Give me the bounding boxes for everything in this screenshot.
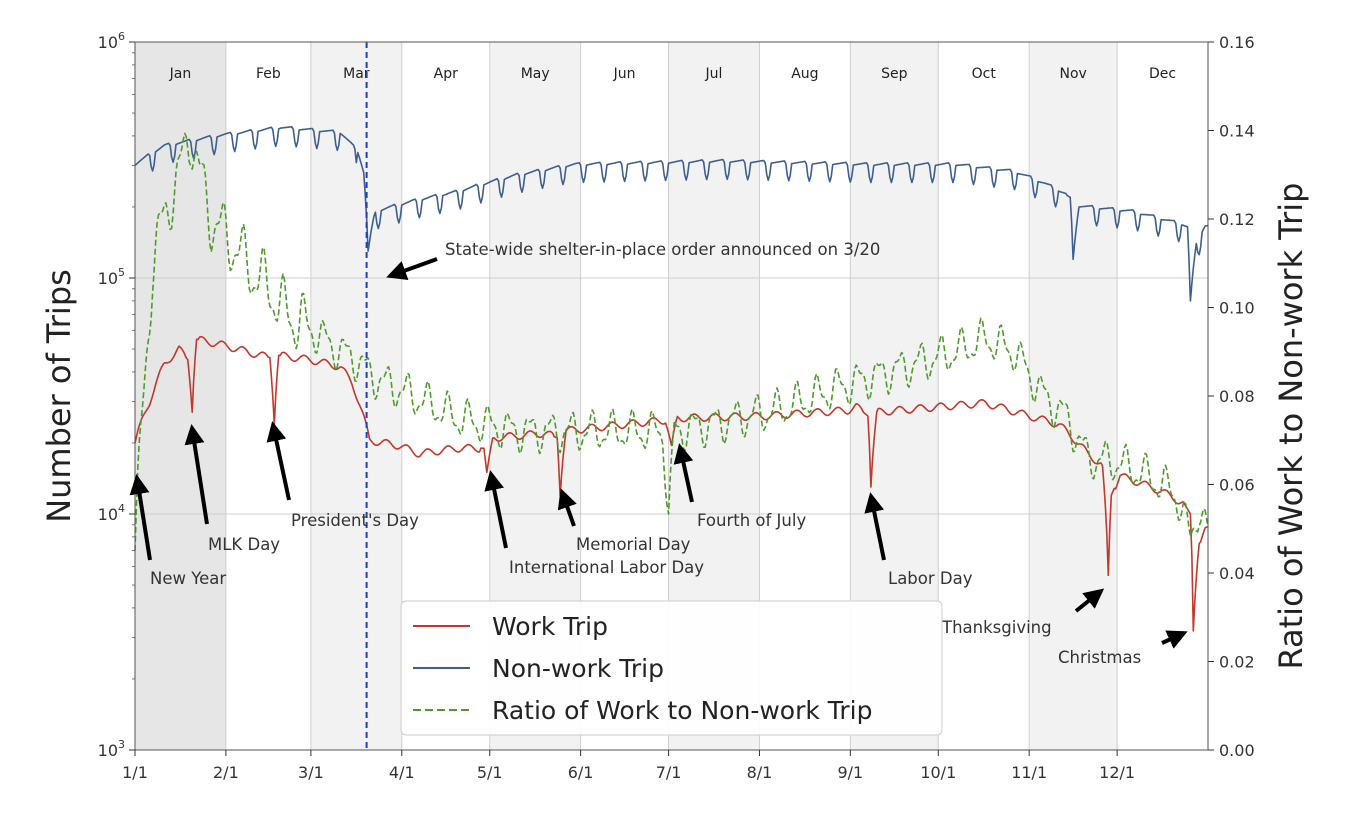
annotation-arrow-fourth-of-july: [673, 443, 694, 503]
y-left-tick-label: 103: [98, 738, 125, 760]
annotation-label-mlk-day: MLK Day: [208, 535, 280, 554]
x-tick-label: 4/1: [389, 763, 415, 782]
y-axis-right: 0.00 0.02 0.04 0.06 0.08 0.10 0.12 0.14 0.16: [1208, 33, 1255, 760]
annotation-label-memorial-day: Memorial Day: [576, 535, 691, 554]
annotation-arrow-christmas: [1161, 630, 1188, 649]
month-label-may: May: [521, 66, 550, 82]
y-axis-title-right: Ratio of Work to Non-work Trip: [1272, 183, 1310, 670]
y-axis-title-left: Number of Trips: [40, 269, 78, 523]
month-label-apr: Apr: [434, 66, 458, 82]
month-band-oct: [938, 42, 1030, 750]
x-tick-label: 3/1: [298, 763, 324, 782]
y-right-tick-label: 0.08: [1219, 387, 1255, 406]
y-left-tick-label: 106: [98, 30, 125, 52]
legend-box: [400, 600, 943, 736]
month-band-dec: [1117, 42, 1208, 750]
y-right-tick-label: 0.16: [1219, 33, 1255, 52]
month-label-dec: Dec: [1149, 66, 1176, 82]
annotation-arrow-president-s-day: [266, 421, 291, 501]
series-lines: [134, 126, 1209, 632]
y-right-tick-label: 0.02: [1219, 653, 1255, 672]
x-axis: 1/1 2/1 3/1 4/1 5/1 6/1 7/1 8/1 9/1 10/1 11/1 12/1: [122, 750, 1135, 782]
y-left-tick-label: 104: [98, 502, 125, 524]
x-tick-label: 11/1: [1011, 763, 1047, 782]
annotation-arrow-mlk-day: [184, 424, 209, 525]
y-right-tick-label: 0.14: [1219, 122, 1255, 141]
month-label-jun: Jun: [613, 66, 636, 82]
annotation-arrow-new-year: [129, 474, 152, 561]
annotation-label-international-labor-day: International Labor Day: [509, 558, 704, 577]
annotations: State-wide shelter-in-place order announ…: [129, 240, 1188, 667]
legend-label-ratio-of-work-to-non-work-trip: Ratio of Work to Non-work Trip: [492, 696, 872, 725]
annotation-label-president-s-day: President's Day: [291, 511, 419, 530]
month-band-feb: [225, 42, 311, 750]
annotation-label-new-year: New Year: [150, 569, 226, 588]
annotation-label-christmas: Christmas: [1058, 648, 1141, 667]
x-tick-label: 7/1: [656, 763, 682, 782]
y-right-tick-label: 0.12: [1219, 210, 1255, 229]
legend-label-work-trip: Work Trip: [492, 612, 608, 641]
legend: Work Trip Non-work Trip Ratio of Work to N…: [400, 600, 943, 736]
y-right-tick-label: 0.04: [1219, 564, 1255, 583]
annotation-label-fourth-of-july: Fourth of July: [697, 511, 806, 530]
annotation-label-thanksgiving: Thanksgiving: [941, 618, 1052, 637]
x-tick-label: 5/1: [477, 763, 503, 782]
annotation-label-state-wide-shelter-in-place-order-announced-on-3-20: State-wide shelter-in-place order announ…: [445, 240, 880, 259]
x-tick-label: 12/1: [1099, 763, 1135, 782]
y-axis-left: 103 104 105 106: [98, 30, 135, 760]
y-right-tick-label: 0.10: [1219, 299, 1255, 318]
month-label-feb: Feb: [256, 66, 281, 82]
month-label-nov: Nov: [1059, 66, 1086, 82]
month-label-mar: Mar: [343, 66, 370, 82]
month-label-jul: Jul: [705, 66, 723, 82]
annotation-arrow-thanksgiving: [1074, 588, 1105, 613]
legend-label-non-work-trip: Non-work Trip: [492, 654, 664, 683]
x-tick-label: 2/1: [213, 763, 239, 782]
annotation-arrow-state-wide-shelter-in-place-order-announced-on-3-20: [386, 257, 438, 280]
x-tick-label: 8/1: [747, 763, 773, 782]
y-right-tick-label: 0.06: [1219, 476, 1255, 495]
x-tick-label: 1/1: [122, 763, 148, 782]
annotation-label-labor-day: Labor Day: [888, 569, 973, 588]
month-label-aug: Aug: [791, 66, 818, 82]
y-left-tick-label: 105: [98, 266, 125, 288]
series-line-ratio-of-work-to-non-work-trip: [134, 132, 1209, 551]
axis-titles: Number of Trips Ratio of Work to Non-work…: [40, 183, 1310, 670]
month-labels: Jan Feb Mar Apr May Jun Jul Aug Sep Oct Nov Dec: [169, 66, 1176, 82]
x-tick-label: 9/1: [837, 763, 863, 782]
month-label-sep: Sep: [881, 66, 908, 82]
month-label-oct: Oct: [972, 66, 997, 82]
annotation-arrow-international-labor-day: [484, 470, 508, 549]
series-line-non-work-trip: [134, 126, 1209, 302]
x-tick-label: 10/1: [920, 763, 956, 782]
x-tick-label: 6/1: [568, 763, 594, 782]
y-right-tick-label: 0.00: [1219, 741, 1255, 760]
month-band-nov: [1029, 42, 1118, 750]
month-label-jan: Jan: [169, 66, 192, 82]
annotation-arrow-labor-day: [864, 492, 886, 561]
annotation-arrow-memorial-day: [557, 488, 577, 527]
